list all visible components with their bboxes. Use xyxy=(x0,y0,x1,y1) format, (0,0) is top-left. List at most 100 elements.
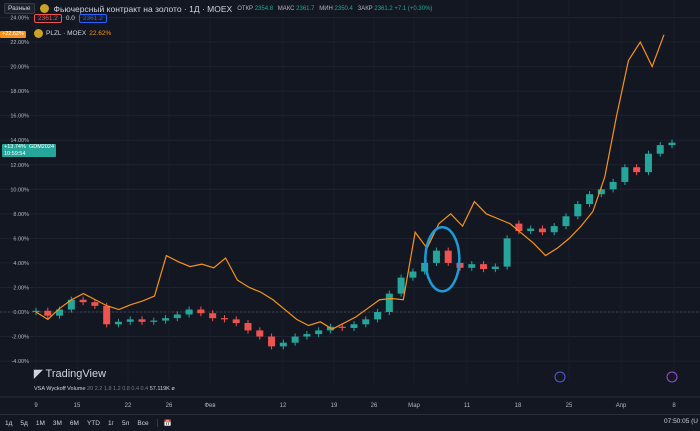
candle xyxy=(397,277,405,294)
candle xyxy=(538,228,546,233)
candle xyxy=(268,336,276,347)
x-tick-label: 11 xyxy=(464,403,471,409)
candle xyxy=(185,309,193,315)
candle xyxy=(303,334,311,337)
tradingview-logo[interactable]: ◤ TradingView xyxy=(34,368,107,380)
clock: 07:50:05 (U xyxy=(664,418,698,425)
candle xyxy=(103,305,111,325)
candle xyxy=(621,167,629,182)
candle xyxy=(633,167,641,173)
y-tick-label: 12.00% xyxy=(10,163,29,169)
candle xyxy=(67,299,75,310)
y-tick-label: -4.00% xyxy=(12,359,30,365)
candle xyxy=(315,330,323,335)
y-tick-label: 22.00% xyxy=(10,40,29,46)
y-tick-label: 18.00% xyxy=(10,89,29,95)
ohlc-values: ОТКР 2354.8 МАКС 2361.7 МИН 2350.4 ЗАКР … xyxy=(237,5,433,12)
range-1m[interactable]: 1М xyxy=(35,419,45,427)
candle xyxy=(362,319,370,325)
candle xyxy=(232,319,240,324)
x-tick-label: 26 xyxy=(166,403,173,409)
x-tick-label: Мар xyxy=(408,403,420,409)
plzl-line xyxy=(35,34,665,330)
indicator-legend[interactable]: VSA Wyckoff Volume 20 2.2 1.8 1.2 0.8 0.… xyxy=(34,386,175,392)
y-tick-label: 0.00% xyxy=(13,310,29,316)
candle xyxy=(527,228,535,232)
candle xyxy=(209,313,217,319)
candle xyxy=(468,264,476,268)
symbol-title[interactable]: Фьючерсный контракт на золото · 1Д · MOE… xyxy=(53,3,233,14)
chart-header: Разные Фьючерсный контракт на золото · 1… xyxy=(4,3,435,14)
candle xyxy=(656,145,664,154)
highlight-circle xyxy=(424,225,461,293)
compare-legend[interactable]: PLZL · MOEX 22.62% xyxy=(34,29,111,38)
range-1y[interactable]: 1г xyxy=(107,419,114,427)
buy-button[interactable]: 2361.2 xyxy=(78,14,107,23)
range-6m[interactable]: 6М xyxy=(69,419,79,427)
x-tick-label: 18 xyxy=(515,403,522,409)
candle xyxy=(114,321,122,325)
candle xyxy=(586,194,594,205)
y-tick-label: 16.00% xyxy=(10,114,29,120)
range-1d[interactable]: 1д xyxy=(5,419,13,427)
y-tick-label: 6.00% xyxy=(13,236,29,242)
candle xyxy=(444,250,452,263)
calendar-icon[interactable]: 📅 xyxy=(156,419,172,427)
x-tick-label: 22 xyxy=(125,403,132,409)
candle xyxy=(44,310,52,316)
candle xyxy=(644,153,652,173)
event-marker-icon[interactable] xyxy=(554,371,566,383)
candle xyxy=(503,238,511,267)
plzl-icon xyxy=(34,29,43,38)
orange-price-tag: +22.62% xyxy=(0,31,26,38)
candle xyxy=(56,309,64,316)
candle xyxy=(138,319,146,322)
candle xyxy=(609,181,617,190)
candle xyxy=(126,319,134,322)
candle xyxy=(480,264,488,270)
range-all[interactable]: Все xyxy=(137,419,149,427)
x-tick-label: 8 xyxy=(672,403,676,409)
price-chart[interactable]: 24.00% 22.00% 20.00% 18.00% 16.00% 14.00% 12.0… xyxy=(0,0,700,414)
x-tick-label: 9 xyxy=(34,403,38,409)
y-tick-label: 2.00% xyxy=(13,285,29,291)
candle xyxy=(432,250,440,263)
candle xyxy=(668,142,676,146)
x-tick-label: Апр xyxy=(616,403,627,409)
candle xyxy=(197,309,205,314)
candle xyxy=(279,342,287,347)
candle xyxy=(79,299,87,303)
range-3m[interactable]: 3М xyxy=(52,419,62,427)
candle xyxy=(409,271,417,278)
candle xyxy=(91,302,99,306)
candle xyxy=(562,216,570,227)
x-tick-label: 12 xyxy=(280,403,287,409)
candle xyxy=(374,312,382,320)
range-5d[interactable]: 5д xyxy=(20,419,28,427)
x-tick-label: Фев xyxy=(204,403,215,409)
y-tick-label: 4.00% xyxy=(13,261,29,267)
event-marker-icon[interactable] xyxy=(666,371,678,383)
candle xyxy=(350,324,358,328)
range-bar: 1д 5д 1М 3М 6М YTD 1г 5л Все 📅 xyxy=(0,414,700,431)
candle xyxy=(385,293,393,312)
y-tick-label: 8.00% xyxy=(13,212,29,218)
candle xyxy=(150,320,158,322)
candle xyxy=(32,310,40,312)
candle xyxy=(162,318,170,321)
sell-button[interactable]: 2361.2 xyxy=(34,14,62,23)
candle xyxy=(244,323,252,331)
candle xyxy=(550,226,558,233)
range-ytd[interactable]: YTD xyxy=(86,419,100,427)
y-tick-label: -2.00% xyxy=(12,335,30,341)
mode-button[interactable]: Разные xyxy=(4,3,35,14)
candle xyxy=(291,336,299,343)
candle xyxy=(515,223,523,232)
range-5y[interactable]: 5л xyxy=(121,419,130,427)
y-tick-label: 14.00% xyxy=(10,138,29,144)
candle xyxy=(256,330,264,337)
candle xyxy=(597,189,605,195)
candle xyxy=(220,318,228,320)
gold-icon xyxy=(39,4,49,13)
candle xyxy=(491,266,499,270)
